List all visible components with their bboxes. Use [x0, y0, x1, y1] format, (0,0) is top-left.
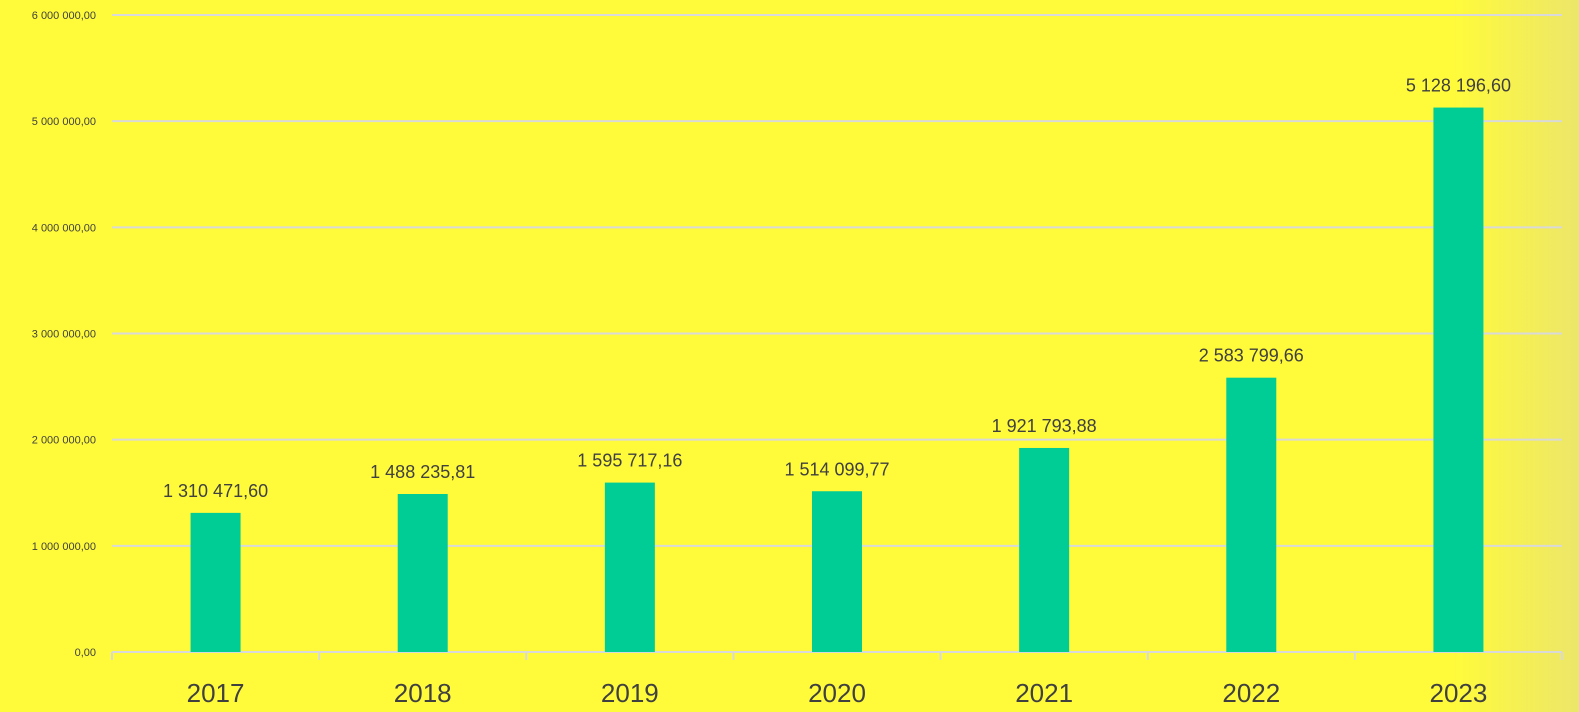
- x-tick-label: 2019: [601, 678, 659, 708]
- y-tick-label: 3 000 000,00: [32, 329, 96, 341]
- bar-2021: [1019, 447, 1070, 652]
- data-label: 5 128 196,60: [1406, 76, 1511, 96]
- y-tick-label: 1 000 000,00: [32, 541, 96, 553]
- x-tick-label: 2017: [187, 678, 245, 708]
- bar-2019: [604, 482, 655, 652]
- data-label: 1 595 717,16: [577, 451, 682, 471]
- data-label: 1 921 793,88: [992, 416, 1097, 436]
- y-tick-label: 0,00: [75, 647, 96, 659]
- x-tick-label: 2018: [394, 678, 452, 708]
- y-tick-label: 5 000 000,00: [32, 116, 96, 128]
- bar-2020: [812, 491, 862, 652]
- y-tick-label: 4 000 000,00: [32, 222, 96, 234]
- data-label: 1 310 471,60: [163, 481, 268, 501]
- bar-2018: [397, 493, 448, 652]
- x-tick-label: 2020: [808, 678, 866, 708]
- bar-2022: [1226, 377, 1277, 652]
- data-labels: 1 310 471,60 1 488 235,81 1 595 717,16 1 51…: [163, 76, 1511, 501]
- x-tick-label: 2022: [1222, 678, 1280, 708]
- y-tick-label: 6 000 000,00: [32, 10, 96, 22]
- x-axis: [111, 651, 1563, 660]
- data-label: 1 488 235,81: [370, 462, 475, 482]
- x-axis-tick-labels: 2017 2018 2019 2020 2021 2022 2023: [187, 678, 1488, 708]
- y-tick-label: 2 000 000,00: [32, 435, 96, 447]
- bars: [190, 107, 1484, 652]
- bar-2017: [190, 512, 241, 652]
- data-label: 2 583 799,66: [1199, 346, 1304, 366]
- y-axis-tick-labels: 0,00 1 000 000,00 2 000 000,00 3 000 000,00…: [32, 10, 96, 659]
- gridlines: [112, 14, 1562, 547]
- bar-2023: [1433, 107, 1484, 652]
- data-label: 1 514 099,77: [784, 459, 889, 479]
- x-tick-label: 2023: [1430, 678, 1488, 708]
- x-tick-label: 2021: [1015, 678, 1073, 708]
